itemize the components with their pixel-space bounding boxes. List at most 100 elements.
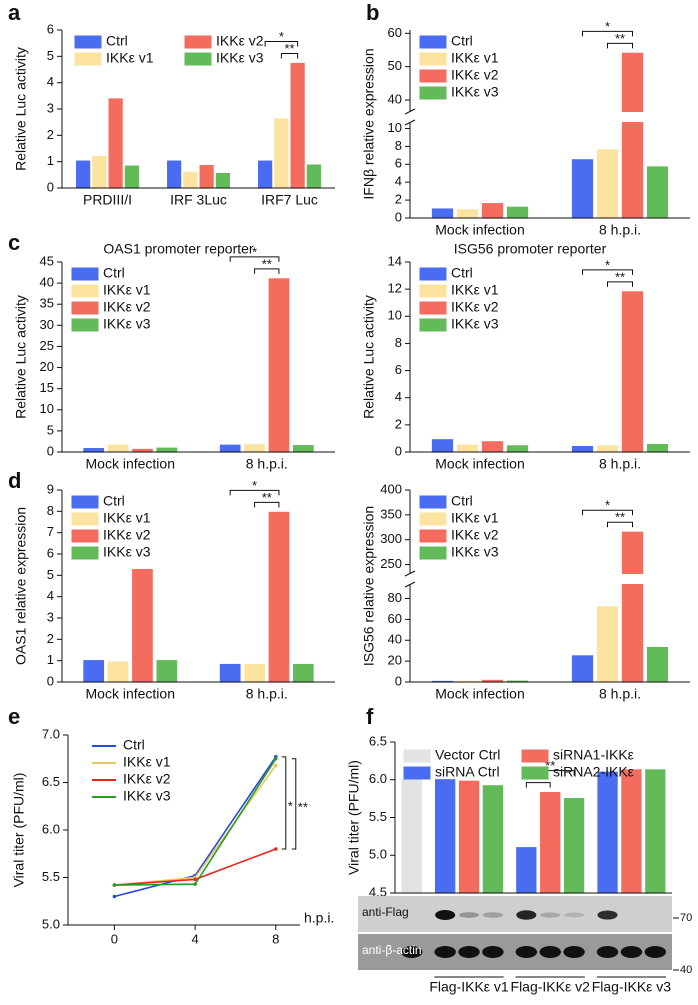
y-tick-label: 0	[395, 673, 402, 688]
legend-label: IKKε v3	[451, 84, 499, 100]
blot-band	[458, 946, 480, 958]
y-tick-label: 6	[395, 156, 402, 171]
y-tick-label: 3	[47, 100, 54, 115]
bar	[621, 291, 644, 453]
legend-label: IKKε v3	[103, 544, 151, 560]
y-tick-label: 40	[40, 275, 54, 290]
blot-band	[540, 912, 561, 918]
y-tick-label: 9	[47, 481, 54, 496]
legend-label: IKKε v3	[451, 544, 499, 560]
y-tick-label: 0	[47, 673, 54, 688]
bar	[571, 655, 594, 683]
bar	[458, 780, 480, 894]
axis-break	[404, 108, 416, 115]
bar	[646, 166, 669, 219]
point	[273, 847, 278, 851]
bar	[506, 206, 529, 219]
bar	[306, 164, 321, 189]
panel-label: b	[366, 0, 379, 25]
significance-label: *	[605, 257, 610, 272]
legend-label: Ctrl	[103, 493, 125, 509]
legend-swatch	[403, 766, 431, 780]
bar	[621, 52, 644, 219]
y-tick-label: 30	[40, 317, 54, 332]
x-tick-label: Mock infection	[86, 686, 175, 702]
legend-label: IKKε v2	[103, 527, 151, 543]
legend-swatch	[419, 52, 447, 66]
y-tick-label: 5	[47, 422, 54, 437]
y-tick-label: 1	[47, 153, 54, 168]
blot-band	[516, 910, 537, 920]
y-tick-label: 4.5	[369, 884, 387, 899]
significance-label: **	[615, 31, 625, 46]
legend-label: IKKε v2	[451, 67, 499, 83]
panel-label: f	[366, 704, 374, 729]
bar	[292, 445, 314, 453]
bar	[199, 165, 214, 189]
legend-swatch	[419, 69, 447, 83]
panel-label: d	[8, 468, 21, 493]
significance-label: **	[615, 510, 625, 525]
y-tick-label: 0	[47, 179, 54, 194]
y-tick-label: 350	[380, 506, 402, 521]
point	[273, 763, 278, 768]
point	[273, 756, 278, 761]
significance-bracket	[280, 52, 299, 59]
legend-label: Vector Ctrl	[435, 747, 500, 763]
y-axis-label: Relative Luc activity	[361, 295, 377, 419]
bar	[481, 441, 504, 453]
blot-band	[596, 946, 619, 958]
legend-swatch	[71, 284, 99, 298]
x-axis-label: h.p.i.	[304, 910, 334, 926]
significance-bracket	[254, 268, 280, 274]
bar	[219, 444, 241, 453]
bar	[83, 660, 105, 683]
legend-swatch	[419, 512, 447, 526]
x-tick-label: 8 h.p.i.	[246, 686, 288, 702]
y-tick-label: 0	[47, 443, 54, 458]
bar	[292, 663, 314, 683]
legend-label: IKKε v1	[103, 282, 151, 298]
legend-label: siRNA1-IKKε	[553, 747, 634, 763]
legend-label: IKKε v3	[103, 316, 151, 332]
blot-row-label: anti-β-actin	[362, 943, 422, 957]
blot-band	[400, 946, 423, 958]
bar	[540, 791, 561, 894]
bar	[646, 646, 669, 683]
legend-swatch	[419, 301, 447, 315]
legend-swatch	[71, 301, 99, 315]
bar	[219, 663, 241, 683]
y-tick-label: 2	[47, 631, 54, 646]
legend-label: IKKε v1	[123, 754, 171, 770]
y-tick-label: 2	[395, 192, 402, 207]
significance-bracket	[607, 281, 633, 287]
blot-band	[515, 946, 538, 958]
bar	[132, 568, 153, 683]
significance-label: **	[298, 799, 308, 814]
bar	[596, 149, 619, 219]
x-tick-label: Flag-IKKε v1	[429, 979, 509, 995]
significance-label: *	[279, 29, 284, 44]
legend-swatch	[71, 318, 99, 332]
legend-label: IKKε v2	[216, 33, 264, 49]
y-tick-label: 6.5	[369, 733, 387, 748]
legend-swatch	[419, 284, 447, 298]
bar	[596, 445, 619, 453]
legend-label: Ctrl	[451, 493, 473, 509]
y-tick-label: 14	[388, 253, 402, 268]
legend-swatch	[419, 318, 447, 332]
bar	[83, 448, 105, 453]
point	[112, 883, 117, 887]
legend-swatch	[71, 495, 99, 509]
y-tick-label: 4	[395, 389, 402, 404]
y-axis-label: ISG56 relative expression	[361, 506, 377, 666]
chart-title: ISG56 promoter reporter	[454, 241, 607, 257]
y-axis-label: OAS1 relative expression	[13, 507, 29, 665]
legend-label: IKKε v1	[451, 510, 499, 526]
y-tick-label: 20	[40, 359, 54, 374]
panel-label: e	[8, 704, 20, 729]
bar	[268, 278, 290, 453]
y-tick-label: 1	[47, 652, 54, 667]
y-tick-label: 60	[388, 25, 402, 40]
significance-label: **	[615, 269, 625, 284]
